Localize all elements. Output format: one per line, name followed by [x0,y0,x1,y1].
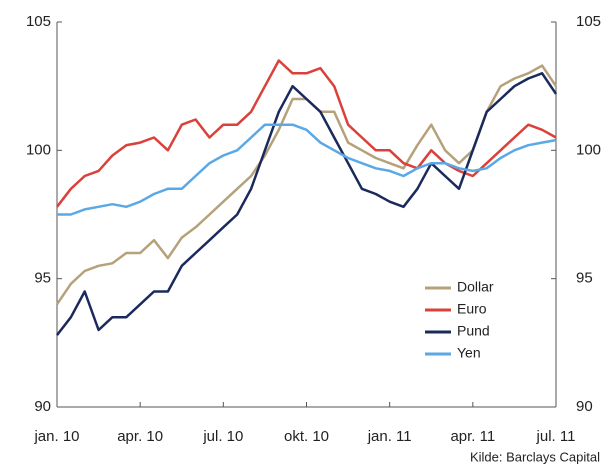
y-tick-label: 105 [26,13,51,30]
legend-label: Yen [457,345,481,361]
legend-label: Dollar [457,279,494,295]
y-tick-label: 95 [34,270,51,287]
series-line [56,59,557,208]
x-tick-label: apr. 10 [117,428,163,445]
y2-tick-label: 100 [576,141,601,158]
x-tick-label: jul. 11 [536,428,576,445]
y-tick-label: 100 [26,141,51,158]
y2-tick-label: 105 [576,13,601,30]
series-line [56,72,558,336]
x-tick-label: jul. 10 [202,428,243,445]
series-line [57,123,557,216]
x-tick-label: apr. 11 [450,428,495,445]
y2-tick-label: 90 [576,398,593,415]
x-tick-label: jan. 11 [367,428,412,445]
source: Kilde: Barclays Capital [470,449,600,464]
y-tick-label: 90 [34,398,51,415]
legend-label: Pund [457,323,490,339]
x-tick-label: okt. 10 [284,428,329,445]
x-tick-label: jan. 10 [33,428,79,445]
legend-label: Euro [457,301,487,317]
series-line [55,64,558,306]
y2-tick-label: 95 [576,270,593,287]
